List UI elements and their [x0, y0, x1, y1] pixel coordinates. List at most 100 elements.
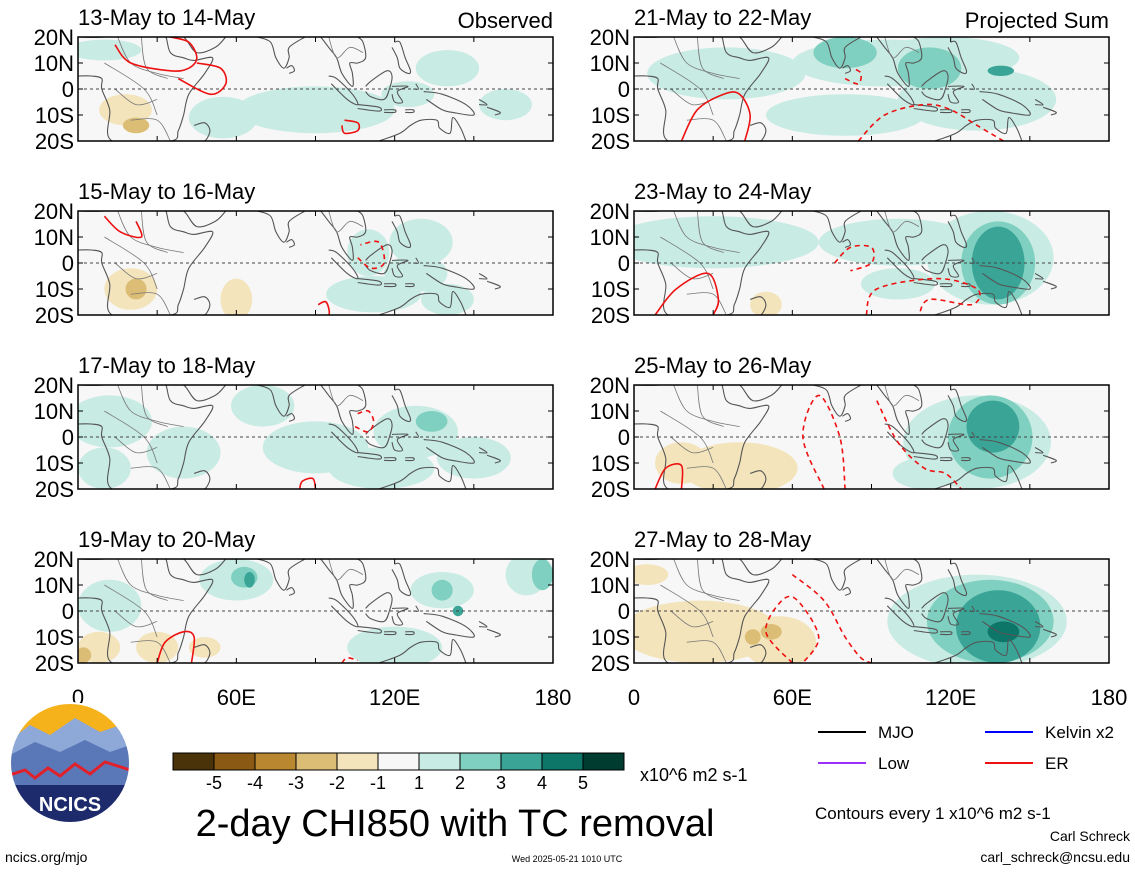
y-tick-label: 10S: [35, 451, 74, 476]
colorbar: -5 -4 -3 -2 -1 1 2 3 4 5: [172, 752, 625, 793]
coastline: [257, 211, 306, 243]
coastline: [423, 613, 475, 638]
coastline: [934, 639, 1023, 663]
coastline: [1034, 446, 1044, 454]
country-border: [673, 385, 740, 427]
y-tick-label: 20S: [35, 651, 74, 676]
y-tick-label: 20S: [591, 303, 630, 328]
anomaly-shading: [220, 278, 253, 315]
coastline: [726, 385, 783, 402]
colorbar-swatch: [459, 752, 502, 771]
coastline: [257, 37, 306, 69]
coastline: [170, 385, 227, 402]
y-tick-label: 0: [618, 599, 630, 624]
x-tick-label: 120E: [925, 685, 976, 710]
country-border: [114, 436, 158, 454]
coastline: [947, 40, 968, 75]
y-tick-label: 0: [618, 251, 630, 276]
coastline: [378, 291, 467, 315]
anomaly-shading: [326, 276, 422, 313]
x-axis-labels: 0 60E 120E 180 0 60E 120E 180: [72, 685, 1127, 710]
anomaly-shading: [892, 457, 956, 489]
er-contour: [315, 300, 331, 315]
er-contour: [802, 394, 846, 489]
coastline: [286, 239, 296, 248]
coastline: [328, 597, 359, 628]
coastline: [1042, 280, 1057, 290]
country-border: [696, 211, 724, 253]
coastline: [391, 85, 409, 104]
y-tick-label: 20S: [591, 651, 630, 676]
er-contour: [844, 67, 863, 85]
anomaly-shading: [634, 600, 780, 663]
coastline: [726, 559, 783, 576]
y-tick-label: 10S: [35, 625, 74, 650]
coastline: [365, 592, 393, 623]
legend: MJO Kelvin x2 Low ER: [818, 723, 1114, 773]
coastline: [913, 278, 939, 286]
colorbar-swatch: [541, 752, 584, 771]
coastline: [78, 385, 214, 489]
er-contour: [765, 595, 820, 663]
anomaly-shading: [231, 385, 295, 427]
anomaly-shading: [347, 229, 390, 276]
coastline: [947, 388, 968, 423]
y-tick-label: 20N: [590, 373, 630, 398]
panel-period: 19-May to 20-May: [78, 527, 255, 552]
coastline: [286, 587, 296, 596]
anomaly-shading: [966, 400, 1020, 453]
coastline: [328, 423, 359, 454]
coastline: [749, 296, 767, 315]
coastline: [1034, 620, 1044, 628]
logo-text: NCICS: [39, 794, 101, 816]
x-tick-label: 180: [1091, 685, 1128, 710]
anomaly-shading: [347, 626, 443, 663]
panel-period: 23-May to 24-May: [634, 179, 811, 204]
coastline: [947, 85, 965, 104]
legend-label: ER: [1045, 754, 1069, 773]
anomaly-shading: [744, 629, 761, 645]
er-contour: [680, 91, 751, 141]
coastline: [357, 452, 383, 460]
coastline: [940, 631, 953, 636]
anomaly-shading: [742, 616, 817, 663]
coastline: [357, 626, 383, 634]
country-border: [673, 37, 740, 79]
y-tick-label: 20S: [591, 477, 630, 502]
coastline: [391, 562, 412, 597]
coastline: [913, 626, 939, 634]
coastline: [391, 607, 409, 626]
y-tick-label: 0: [618, 425, 630, 450]
y-tick-label: 10N: [590, 399, 630, 424]
country-border: [884, 211, 920, 233]
anomaly-shading: [813, 37, 877, 69]
anomaly-shading: [415, 49, 480, 87]
y-tick-label: 20S: [35, 303, 74, 328]
anomaly-shading: [897, 47, 962, 89]
coastline: [257, 559, 306, 591]
er-contour: [341, 119, 361, 135]
anomaly-shading: [122, 117, 150, 134]
legend-label: Kelvin x2: [1045, 723, 1114, 742]
coastline: [884, 597, 915, 628]
coastline: [940, 283, 953, 288]
country-border: [130, 466, 171, 489]
anomaly-shading: [421, 283, 474, 315]
country-border: [114, 610, 158, 628]
coastline: [384, 631, 397, 636]
coastline: [405, 109, 415, 114]
er-contour: [654, 272, 720, 315]
country-border: [140, 559, 168, 601]
y-tick-label: 20S: [35, 477, 74, 502]
y-tick-label: 20N: [34, 373, 74, 398]
coastline: [813, 385, 862, 417]
y-tick-label: 10S: [591, 277, 630, 302]
coastline: [384, 457, 397, 462]
coastline: [423, 439, 475, 464]
x-tick-label: 0: [628, 685, 640, 710]
x-tick-label: 120E: [369, 685, 420, 710]
